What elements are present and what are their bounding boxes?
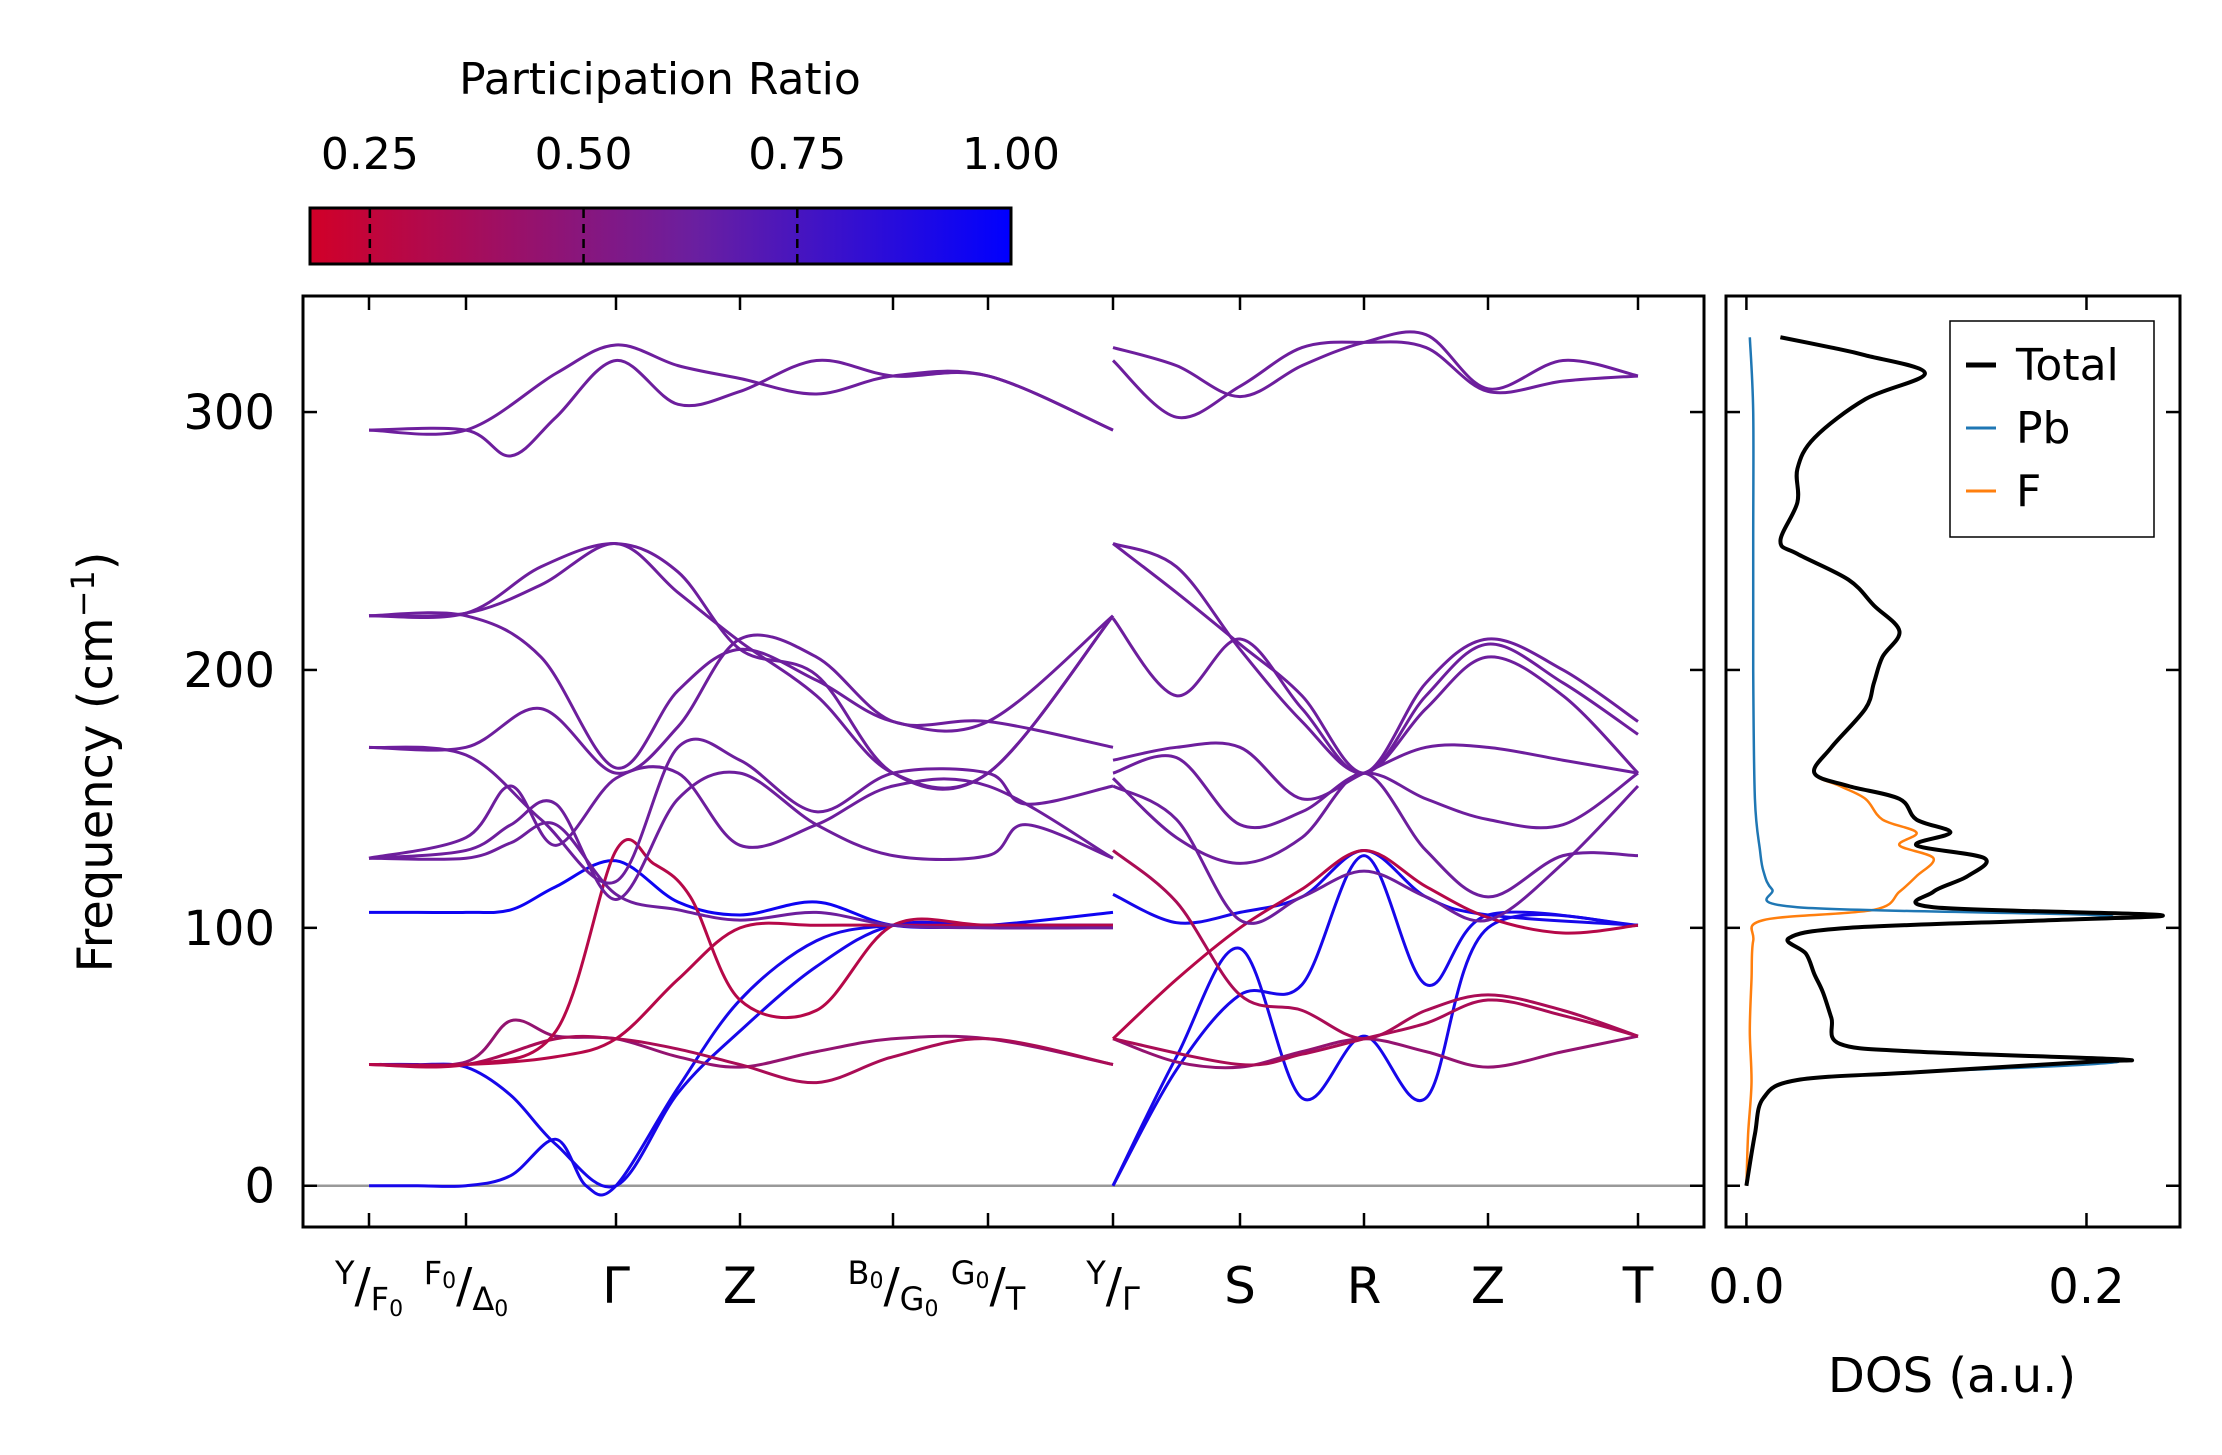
dos-x-axis-label: DOS (a.u.) bbox=[1828, 1348, 2076, 1404]
band-y-ticks: 0 100 200 300 bbox=[183, 385, 1704, 1215]
phonon-band-segment-1-14 bbox=[368, 542, 1115, 790]
band-x-tick-label: R bbox=[1347, 1257, 1382, 1315]
band-x-tick-label: Y/Γ bbox=[1085, 1254, 1140, 1318]
phonon-band-segment-1-2 bbox=[368, 920, 1113, 1189]
dos-x-ticks: 0.0 0.2 bbox=[1708, 296, 2125, 1315]
phonon-band-segment-1-9 bbox=[368, 770, 1114, 901]
dos-line-total bbox=[1744, 335, 2165, 1187]
band-x-tick-label: S bbox=[1224, 1257, 1256, 1315]
phonon-band-segment-1-12 bbox=[368, 633, 1114, 775]
colorbar-tick-labels: 0.25 0.50 0.75 1.00 bbox=[321, 129, 1060, 180]
legend-label-f: F bbox=[2016, 466, 2041, 517]
dos-curves bbox=[1744, 335, 2165, 1187]
band-x-tick-label: F0/Δ0 bbox=[424, 1254, 508, 1322]
colorbar-title: Participation Ratio bbox=[459, 54, 861, 105]
dos-line-f bbox=[1745, 336, 1936, 1186]
colorbar: Participation Ratio 0.25 0.50 0.75 1.00 bbox=[308, 54, 1060, 266]
phonon-band-segment-1-4 bbox=[368, 1018, 1114, 1069]
colorbar-tick-label: 0.50 bbox=[535, 129, 633, 180]
band-y-tick-label: 100 bbox=[183, 901, 275, 957]
dos-panel: 0.0 0.2 DOS (a.u.) Total Pb F bbox=[1708, 294, 2182, 1404]
phonon-band-segment-1-10 bbox=[368, 765, 1114, 860]
phonon-band-segment-1-16 bbox=[368, 358, 1114, 458]
phonon-band-segment-1-1 bbox=[369, 922, 1113, 1197]
colorbar-tick-label: 0.25 bbox=[321, 129, 419, 180]
band-y-axis-label-sup: −1 bbox=[64, 570, 102, 617]
band-y-tick-label: 300 bbox=[183, 385, 275, 441]
band-x-tick-label: T bbox=[1622, 1257, 1654, 1315]
phonon-band-segment-2-14 bbox=[1112, 542, 1640, 775]
band-x-tick-label: G0/T bbox=[951, 1254, 1026, 1318]
colorbar-tick-label: 0.75 bbox=[748, 129, 846, 180]
phonon-band-segment-2-9 bbox=[1111, 771, 1639, 899]
phonon-band-segment-1-3 bbox=[369, 859, 1114, 930]
dos-x-tick-label: 0.0 bbox=[1708, 1259, 1784, 1315]
phonon-band-segment-1-17 bbox=[368, 343, 1114, 436]
band-x-tick-label: Z bbox=[723, 1257, 757, 1315]
phonon-band-segment-2-4 bbox=[1112, 1034, 1639, 1070]
band-x-tick-label: Z bbox=[1471, 1257, 1505, 1315]
band-axes-frame bbox=[301, 294, 1706, 1229]
dos-x-tick-label: 0.2 bbox=[2048, 1259, 2124, 1315]
band-y-tick-label: 200 bbox=[183, 643, 275, 699]
colorbar-gradient bbox=[308, 206, 1013, 266]
phonon-band-segment-1-5 bbox=[368, 1034, 1114, 1085]
band-x-tick-label: B0/G0 bbox=[848, 1254, 939, 1322]
dos-legend: Total Pb F bbox=[1949, 320, 2155, 538]
phonon-band-segment-1-6 bbox=[368, 921, 1113, 1067]
dos-y-ticks bbox=[1726, 410, 2180, 1187]
band-x-tick-label: Γ bbox=[602, 1257, 630, 1315]
phonon-band-segment-2-12 bbox=[1111, 617, 1639, 775]
phonon-band-segment-2-13 bbox=[1112, 542, 1639, 775]
band-x-tick-label: Y/F0 bbox=[334, 1254, 403, 1322]
phonon-band-segment-2-6 bbox=[1111, 848, 1639, 1040]
band-y-axis-label-end: ) bbox=[68, 551, 124, 570]
phonon-band-segment-1-8 bbox=[368, 821, 1114, 930]
phonon-band-segment-1-13 bbox=[368, 611, 1114, 770]
band-y-tick-label: 0 bbox=[244, 1159, 275, 1215]
legend-label-total: Total bbox=[2015, 340, 2119, 391]
phonon-band-segment-1-15 bbox=[368, 542, 1115, 791]
phonon-band-segment-2-16 bbox=[1112, 330, 1639, 399]
band-y-axis-label: Frequency (cm−1) bbox=[64, 551, 124, 972]
phonon-band-segment-1-7 bbox=[368, 838, 1113, 1069]
dos-axes-frame bbox=[1724, 294, 2182, 1229]
phonon-band-segment-2-7 bbox=[1112, 849, 1639, 1041]
legend-label-pb: Pb bbox=[2016, 403, 2070, 454]
colorbar-ticks bbox=[368, 209, 799, 263]
colorbar-tick-label: 1.00 bbox=[962, 129, 1060, 180]
phonon-band-segment-2-1 bbox=[1111, 913, 1639, 1187]
phonon-band-segment-1-11 bbox=[368, 737, 1114, 885]
phonon-band-segment-2-15 bbox=[1111, 340, 1639, 420]
phonon-bands bbox=[368, 330, 1640, 1197]
